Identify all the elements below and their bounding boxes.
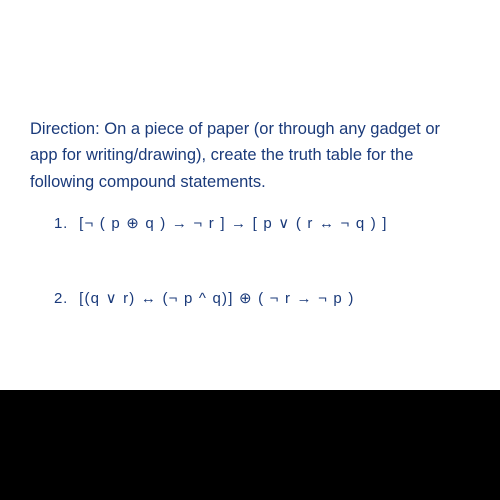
problem-list: 1. [¬ ( p ⊕ q ) → ¬ r ] → [ p ∨ ( r ↔ ¬ … <box>30 213 470 309</box>
problem-number: 1. <box>54 215 68 232</box>
problem-expression: [(q ∨ r) ↔ (¬ p ^ q)] ⊕ ( ¬ r → ¬ p ) <box>79 290 354 307</box>
problem-item-2: 2. [(q ∨ r) ↔ (¬ p ^ q)] ⊕ ( ¬ r → ¬ p ) <box>54 288 470 309</box>
problem-number: 2. <box>54 290 68 307</box>
problem-expression: [¬ ( p ⊕ q ) → ¬ r ] → [ p ∨ ( r ↔ ¬ q )… <box>79 215 388 232</box>
problem-item-1: 1. [¬ ( p ⊕ q ) → ¬ r ] → [ p ∨ ( r ↔ ¬ … <box>54 213 470 234</box>
direction-text: Direction: On a piece of paper (or throu… <box>30 116 470 195</box>
document-page: Direction: On a piece of paper (or throu… <box>0 0 500 390</box>
